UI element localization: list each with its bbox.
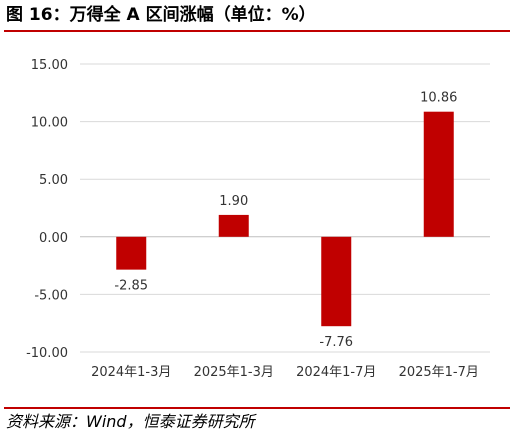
chart-title: 图 16：万得全 A 区间涨幅（单位：%）: [6, 5, 316, 25]
y-axis-ticks: 15.00 10.00 5.00 0.00 -5.00 -10.00: [26, 58, 68, 361]
x-tick-label: 2024年1-3月: [91, 365, 171, 380]
y-tick-label: 10.00: [31, 116, 68, 131]
source-note: 资料来源：Wind，恒泰证券研究所: [6, 412, 255, 431]
bar: [116, 236, 147, 270]
data-label: -2.85: [114, 279, 148, 294]
y-tick-label: 15.00: [31, 58, 68, 73]
title-divider: [4, 30, 510, 32]
bar: [218, 214, 249, 237]
y-tick-label: -5.00: [34, 288, 68, 303]
data-label: -7.76: [319, 335, 353, 350]
gridlines: [80, 63, 490, 353]
data-labels: -2.85 1.90 -7.76 10.86: [114, 91, 457, 351]
bar: [423, 111, 454, 237]
bar: [321, 236, 352, 327]
x-tick-label: 2025年1-7月: [399, 365, 479, 380]
footer-divider: [4, 407, 510, 409]
data-label: 1.90: [219, 194, 248, 209]
bars: [116, 111, 454, 327]
y-tick-label: 5.00: [39, 173, 68, 188]
data-label: 10.86: [420, 91, 457, 106]
y-tick-label: 0.00: [39, 231, 68, 246]
y-tick-label: -10.00: [26, 346, 68, 361]
x-axis-ticks: 2024年1-3月 2025年1-3月 2024年1-7月 2025年1-7月: [91, 365, 479, 380]
x-tick-label: 2025年1-3月: [194, 365, 274, 380]
x-tick-label: 2024年1-7月: [296, 365, 376, 380]
